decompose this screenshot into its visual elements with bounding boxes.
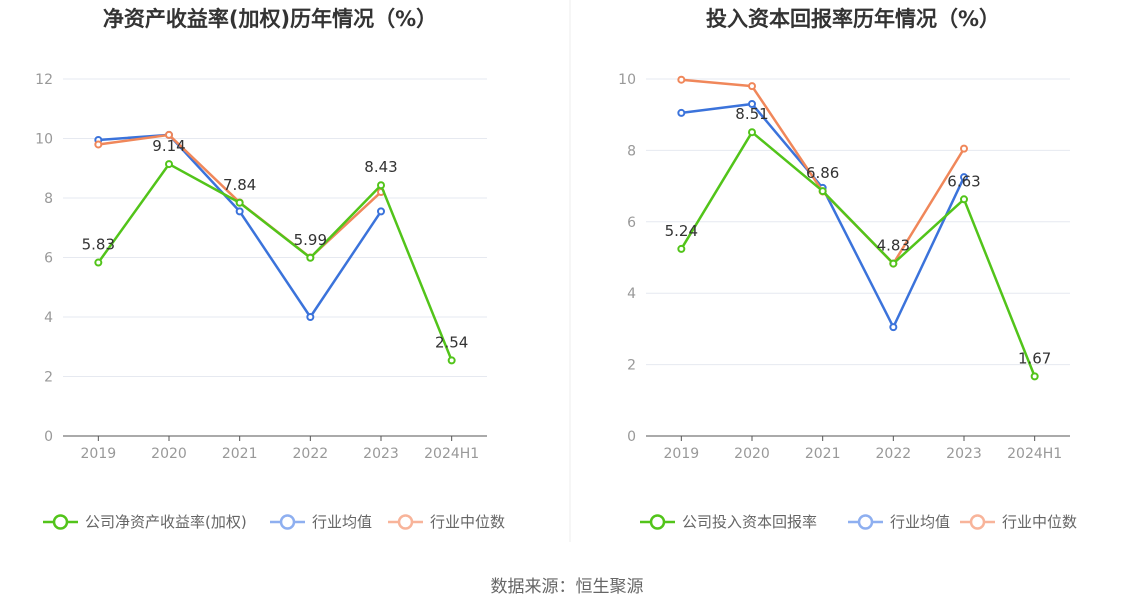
legend-marker-industry_avg xyxy=(279,514,296,530)
legend-marker-industry_avg xyxy=(857,514,874,530)
data-point-company xyxy=(165,160,173,169)
data-label: 5.24 xyxy=(665,222,698,240)
y-tick-label: 2 xyxy=(627,358,636,374)
y-tick-label: 2 xyxy=(44,370,53,386)
data-label: 5.99 xyxy=(294,231,327,249)
y-tick-label: 4 xyxy=(627,286,636,302)
data-point-company xyxy=(1030,372,1039,381)
data-point-industry_avg xyxy=(960,173,968,182)
data-point-industry_avg xyxy=(377,207,385,216)
legend-label-industry_avg: 行业均值 xyxy=(312,513,372,531)
data-point-industry_median xyxy=(677,75,686,84)
x-tick-label: 2022 xyxy=(876,446,912,462)
data-point-industry_avg xyxy=(889,323,898,332)
legend-marker-company xyxy=(52,514,69,530)
legend-label-industry_avg: 行业均值 xyxy=(890,513,950,531)
series-line-company xyxy=(680,130,1036,377)
data-label: 4.83 xyxy=(877,237,910,255)
y-tick-label: 4 xyxy=(44,310,53,326)
x-tick-label: 2023 xyxy=(363,446,399,462)
legend-label-industry_median: 行业中位数 xyxy=(430,513,505,531)
x-tick-label: 2020 xyxy=(734,446,770,462)
y-tick-label: 8 xyxy=(627,143,636,159)
data-point-industry_median xyxy=(748,82,756,91)
data-label: 7.84 xyxy=(223,176,256,194)
data-point-industry_median xyxy=(94,140,103,149)
x-tick-label: 2022 xyxy=(293,446,329,462)
series-line-industry_median xyxy=(98,133,382,259)
series-line-industry_avg xyxy=(98,133,383,319)
data-point-industry_median xyxy=(960,144,968,153)
legend-marker-company xyxy=(649,514,666,530)
data-point-industry_avg xyxy=(235,207,244,216)
x-tick-label: 2024H1 xyxy=(424,446,479,462)
x-tick-label: 2021 xyxy=(222,446,258,462)
data-label: 1.67 xyxy=(1018,349,1051,367)
data-label: 6.63 xyxy=(947,172,980,190)
x-tick-label: 2019 xyxy=(664,446,700,462)
data-label: 6.86 xyxy=(806,164,839,182)
y-tick-label: 10 xyxy=(618,72,636,88)
roe-chart: 净资产收益率(加权)历年情况（%） 0 2 4 6 8 10 12 2019 2020 2021 20… xyxy=(35,7,505,531)
data-point-company xyxy=(677,244,686,253)
series-line-company xyxy=(97,162,453,361)
roic-chart: 投入资本回报率历年情况（%） 0 2 4 6 8 10 2019 2020 2021 2022 202… xyxy=(618,7,1077,531)
data-point-industry_avg xyxy=(748,99,756,108)
x-tick-label: 2020 xyxy=(151,446,187,462)
legend-marker-industry_median xyxy=(969,514,986,530)
data-point-company xyxy=(377,181,385,190)
data-point-company xyxy=(818,187,827,196)
x-tick-label: 2023 xyxy=(946,446,982,462)
data-point-company xyxy=(94,258,103,267)
legend-label-company: 公司净资产收益率(加权) xyxy=(85,513,247,531)
y-tick-label: 8 xyxy=(44,191,53,207)
data-point-company xyxy=(889,259,898,268)
chart-title: 投入资本回报率历年情况（%） xyxy=(706,7,1000,31)
y-tick-label: 10 xyxy=(35,132,53,148)
data-point-company xyxy=(306,253,315,262)
legend-marker-industry_median xyxy=(397,514,414,530)
data-point-company xyxy=(235,198,244,207)
y-tick-label: 6 xyxy=(627,215,636,231)
y-tick-label: 0 xyxy=(627,429,636,445)
y-tick-label: 6 xyxy=(44,251,53,267)
data-label: 8.43 xyxy=(364,158,397,176)
x-tick-label: 2021 xyxy=(805,446,841,462)
legend-label-company: 公司投入资本回报率 xyxy=(682,513,817,531)
data-point-company xyxy=(748,128,756,137)
legend-label-industry_median: 行业中位数 xyxy=(1002,513,1077,531)
x-tick-label: 2024H1 xyxy=(1007,446,1062,462)
data-label: 5.83 xyxy=(82,236,115,254)
y-tick-label: 0 xyxy=(44,429,53,445)
data-point-industry_avg xyxy=(677,108,686,117)
chart-title: 净资产收益率(加权)历年情况（%） xyxy=(103,7,437,31)
data-label: 2.54 xyxy=(435,333,468,351)
data-label: 8.51 xyxy=(735,105,768,123)
data-point-company xyxy=(960,195,968,204)
data-point-company xyxy=(447,356,456,365)
y-tick-label: 12 xyxy=(35,72,53,88)
x-tick-label: 2019 xyxy=(81,446,117,462)
data-point-industry_avg xyxy=(306,313,315,321)
data-source: 数据来源：恒生聚源 xyxy=(491,577,644,597)
data-point-industry_median xyxy=(165,130,173,139)
data-label: 9.14 xyxy=(152,137,185,155)
